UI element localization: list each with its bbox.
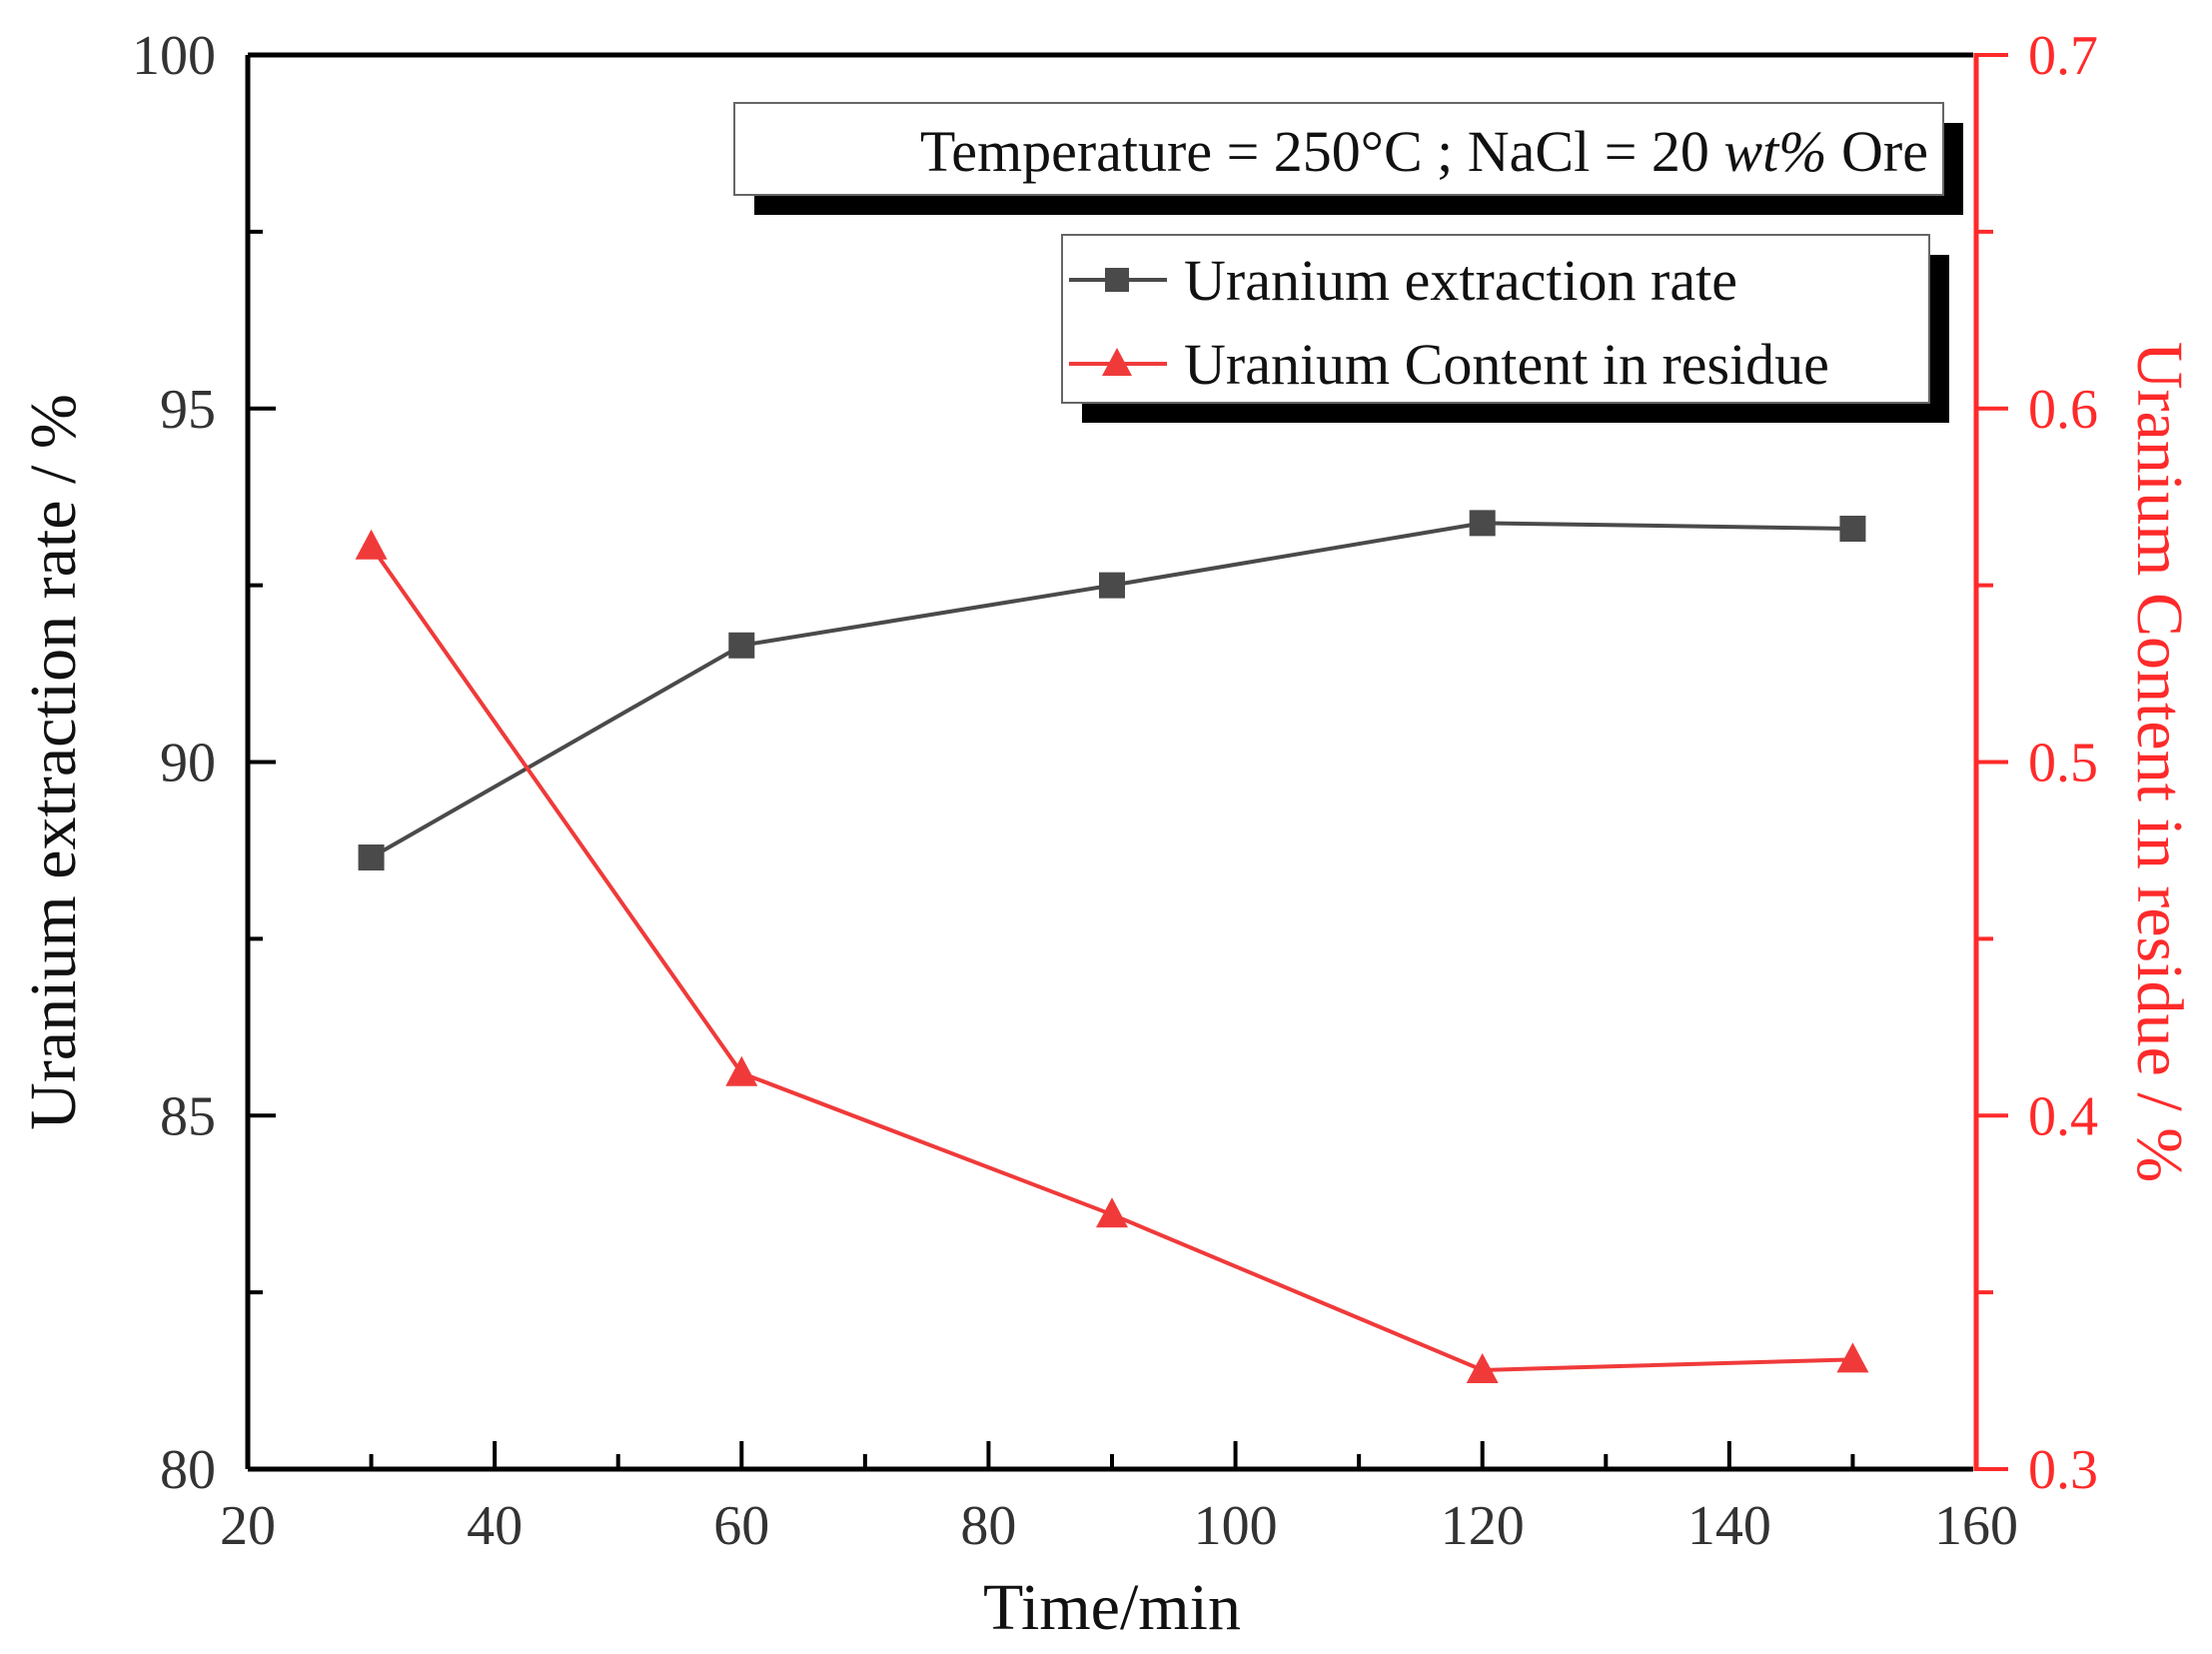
x-tick-label: 120 bbox=[1441, 1495, 1525, 1557]
condition-note-italic: wt% bbox=[1723, 119, 1826, 184]
x-tick-label: 80 bbox=[960, 1495, 1016, 1557]
series-0-point bbox=[1469, 510, 1496, 537]
condition-note: Temperature = 250°C ; NaCl = 20 wt% Ore bbox=[920, 119, 1928, 184]
x-tick-label: 140 bbox=[1687, 1495, 1771, 1557]
y-right-tick-label: 0.4 bbox=[2028, 1085, 2098, 1147]
y-right-tick-label: 0.3 bbox=[2028, 1439, 2098, 1501]
legend-marker-1 bbox=[1102, 348, 1132, 376]
series-1-point bbox=[355, 529, 388, 560]
y-left-tick-label: 100 bbox=[132, 25, 216, 87]
legend-marker-0 bbox=[1105, 268, 1129, 292]
condition-note-prefix: Temperature = 250°C ; NaCl = 20 bbox=[920, 119, 1724, 184]
x-axis-title: Time/min bbox=[983, 1571, 1241, 1644]
x-tick-label: 160 bbox=[1934, 1495, 2018, 1557]
x-tick-label: 20 bbox=[220, 1495, 276, 1557]
series-0-point bbox=[728, 632, 755, 659]
y-right-tick-label: 0.6 bbox=[2028, 379, 2098, 441]
x-tick-label: 60 bbox=[713, 1495, 769, 1557]
legend-label-1: Uranium Content in residue bbox=[1184, 332, 1829, 397]
note-box bbox=[733, 102, 1944, 196]
series-1-point bbox=[1096, 1197, 1128, 1228]
series-line-1 bbox=[369, 545, 1853, 1372]
series-0-point bbox=[1099, 572, 1125, 599]
series-1-point bbox=[1466, 1352, 1499, 1383]
x-tick-label: 100 bbox=[1194, 1495, 1278, 1557]
x-tick-label: 40 bbox=[467, 1495, 523, 1557]
y-right-axis-title: Uranium Content in residue / % bbox=[2123, 342, 2196, 1182]
legend-box bbox=[1061, 234, 1930, 404]
series-1-point bbox=[725, 1055, 758, 1086]
series-0-point bbox=[358, 844, 385, 871]
y-left-axis-title: Uranium extraction rate / % bbox=[17, 394, 90, 1130]
y-left-tick-label: 80 bbox=[160, 1439, 216, 1501]
legend-label-0: Uranium extraction rate bbox=[1184, 248, 1737, 313]
y-right-tick-label: 0.5 bbox=[2028, 733, 2098, 795]
series-0-point bbox=[1839, 516, 1866, 543]
y-left-tick-label: 85 bbox=[160, 1085, 216, 1147]
series-1-point bbox=[1836, 1342, 1869, 1373]
y-left-tick-label: 95 bbox=[160, 379, 216, 441]
condition-note-suffix: Ore bbox=[1827, 119, 1928, 184]
y-right-tick-label: 0.7 bbox=[2028, 25, 2098, 87]
y-left-tick-label: 90 bbox=[160, 733, 216, 795]
